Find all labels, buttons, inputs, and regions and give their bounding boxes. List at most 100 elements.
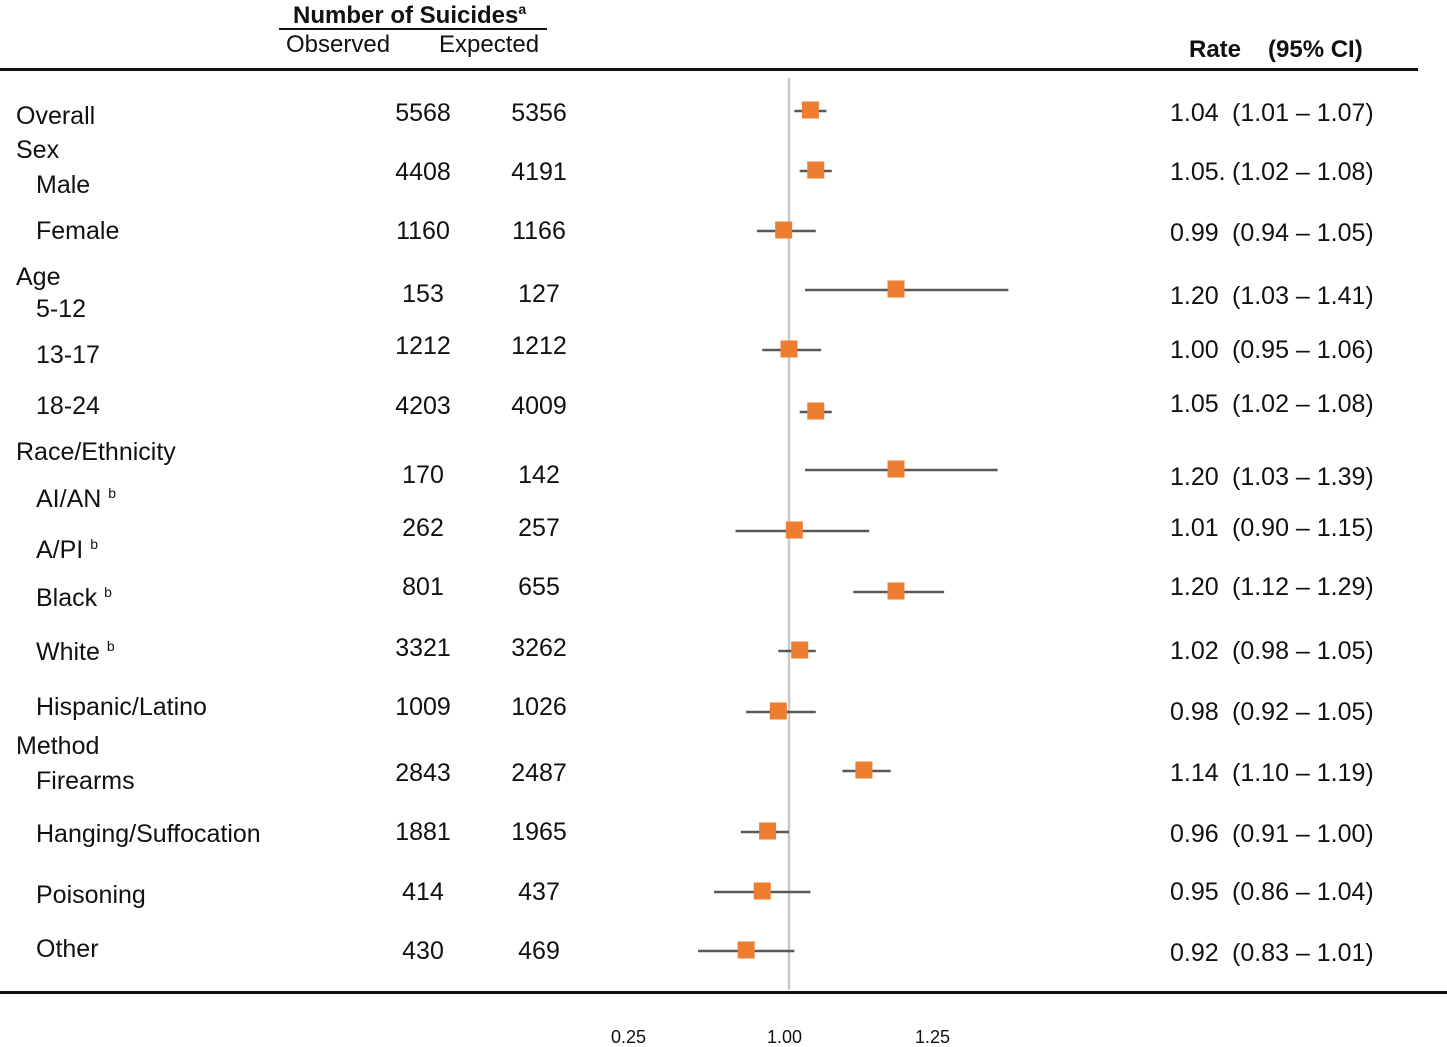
ci-value: (1.03 – 1.41): [1232, 282, 1374, 310]
rate-marker: [807, 161, 825, 179]
expected-count: 1965: [511, 818, 567, 846]
rate-value: 1.00: [1170, 336, 1219, 364]
expected-count: 5356: [511, 99, 567, 127]
expected-count: 469: [518, 937, 560, 965]
observed-count: 1160: [396, 217, 450, 245]
rate-value: 1.02: [1170, 637, 1219, 665]
ci-value: (1.12 – 1.29): [1232, 573, 1374, 601]
row-label-text: Hispanic/Latino: [36, 693, 207, 721]
expected-count: 127: [518, 280, 560, 308]
header-title: Number of Suicidesa: [293, 1, 527, 29]
ci-column-header: (95% CI): [1268, 36, 1363, 63]
rate-value: 0.98: [1170, 698, 1219, 726]
row-label: 13-17: [36, 343, 100, 368]
row-label: AI/AN b: [36, 486, 116, 512]
rate-column-header: Rate: [1189, 36, 1242, 63]
rate-marker: [887, 280, 905, 298]
ci-value: (1.02 – 1.08): [1232, 390, 1374, 418]
observed-count: 2843: [395, 759, 451, 787]
rate-value: 1.20: [1170, 463, 1219, 491]
expected-count: 142: [518, 461, 560, 489]
axis-tick-label: 1.25: [915, 1027, 951, 1047]
observed-count: 262: [402, 514, 444, 542]
observed-column-header: Observed: [286, 31, 391, 58]
row-label-text: Other: [36, 935, 99, 963]
row-label: A/PI b: [36, 537, 98, 563]
top-rule: [0, 68, 1418, 71]
rate-marker: [769, 702, 787, 720]
row-label-text: Hanging/Suffocation: [36, 820, 261, 848]
group-heading-race-ethnicity: Race/Ethnicity: [16, 438, 176, 466]
row-label-footnote: b: [106, 638, 115, 654]
axis-tick-label: 1.00: [767, 1027, 803, 1047]
rate-marker: [791, 641, 809, 659]
rate-value: 1.14: [1170, 759, 1219, 787]
observed-count: 153: [402, 280, 444, 308]
rate-marker: [780, 340, 798, 358]
row-label-text: Female: [36, 217, 120, 245]
rate-marker: [775, 221, 793, 239]
ci-value: (1.01 – 1.07): [1232, 99, 1374, 127]
row-label: Female: [36, 219, 119, 244]
expected-count: 1166: [512, 217, 566, 245]
rate-marker: [855, 761, 873, 779]
observed-count: 1212: [395, 332, 451, 360]
expected-count: 4191: [511, 158, 567, 186]
row-label: Poisoning: [36, 883, 146, 908]
row-label: Other: [36, 937, 99, 962]
row-label-text: A/PI: [36, 536, 84, 564]
rate-value: 0.95: [1170, 878, 1219, 906]
row-label-text: White: [36, 638, 100, 666]
ci-value: (0.92 – 1.05): [1232, 698, 1374, 726]
expected-count: 437: [518, 878, 560, 906]
row-label-text: Overall: [16, 102, 96, 130]
ci-value: (0.94 – 1.05): [1232, 219, 1374, 247]
observed-count: 1881: [395, 818, 451, 846]
rate-value: 0.92: [1170, 939, 1219, 967]
rate-marker: [887, 460, 905, 478]
ci-value: (0.98 – 1.05): [1232, 637, 1374, 665]
rate-value: 1.04: [1170, 99, 1219, 127]
rate-value: 1.05.: [1170, 158, 1226, 186]
row-label: Hanging/Suffocation: [36, 822, 261, 847]
expected-count: 4009: [511, 392, 567, 420]
rate-marker: [785, 521, 803, 539]
observed-count: 4408: [395, 158, 451, 186]
ci-value: (1.03 – 1.39): [1232, 463, 1374, 491]
ci-value: (1.02 – 1.08): [1232, 158, 1374, 186]
row-label: 18-24: [36, 394, 100, 419]
row-label: Overall: [16, 104, 95, 129]
rate-value: 0.99: [1170, 219, 1219, 247]
observed-count: 3321: [395, 634, 451, 662]
expected-count: 655: [518, 573, 560, 601]
ci-value: (0.83 – 1.01): [1232, 939, 1374, 967]
header-title-underline: [279, 28, 547, 30]
row-label-text: Firearms: [36, 767, 135, 795]
rate-value: 1.20: [1170, 282, 1219, 310]
row-label-footnote: b: [104, 584, 112, 600]
row-label-text: Poisoning: [36, 881, 146, 909]
ci-value: (1.10 – 1.19): [1232, 759, 1374, 787]
observed-count: 414: [402, 878, 444, 906]
ci-value: (0.95 – 1.06): [1232, 336, 1374, 364]
group-heading-sex: Sex: [16, 136, 60, 164]
row-label: 5-12: [36, 297, 86, 322]
group-heading-method: Method: [16, 732, 100, 760]
header-title-footnote: a: [518, 1, 527, 17]
rate-marker: [807, 402, 825, 420]
observed-count: 430: [402, 937, 444, 965]
ci-value: (0.90 – 1.15): [1232, 514, 1374, 542]
rate-value: 0.96: [1170, 820, 1219, 848]
expected-count: 1026: [511, 693, 567, 721]
row-label: Black b: [36, 585, 112, 611]
rate-value: 1.05: [1170, 390, 1219, 418]
expected-count: 257: [518, 514, 560, 542]
rate-marker: [737, 941, 755, 959]
ci-value: (0.86 – 1.04): [1232, 878, 1374, 906]
row-label-footnote: b: [108, 485, 117, 501]
observed-count: 4203: [395, 392, 451, 420]
row-label: White b: [36, 639, 115, 665]
row-label-footnote: b: [90, 536, 98, 552]
expected-column-header: Expected: [439, 31, 540, 58]
observed-count: 5568: [395, 99, 451, 127]
